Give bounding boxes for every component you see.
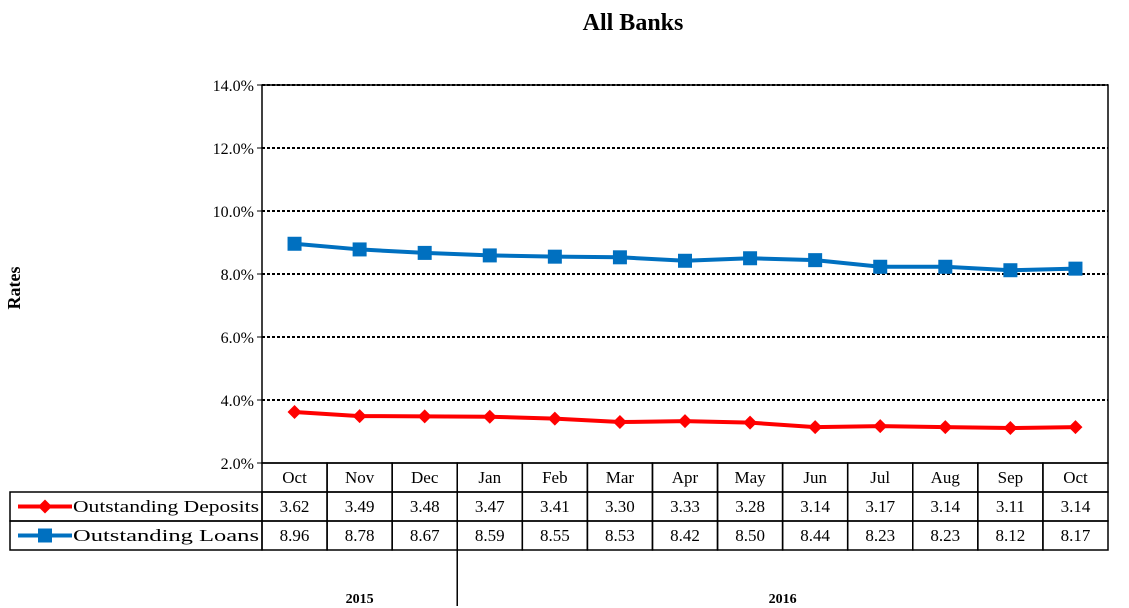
data-point-marker bbox=[743, 251, 758, 266]
category-label: Dec bbox=[411, 468, 439, 487]
data-point-marker bbox=[1068, 261, 1083, 276]
y-tick-label: 8.0% bbox=[221, 267, 254, 284]
data-value-label: 3.28 bbox=[735, 497, 765, 516]
data-value-label: 3.41 bbox=[540, 497, 570, 516]
category-label: Oct bbox=[282, 468, 307, 487]
data-point-marker bbox=[417, 245, 432, 260]
y-tick-label: 4.0% bbox=[221, 393, 254, 410]
table-cell bbox=[1042, 520, 1109, 551]
data-point-marker bbox=[547, 249, 562, 264]
data-point-marker bbox=[1003, 263, 1018, 278]
data-value-label: 8.12 bbox=[996, 526, 1026, 545]
data-value-label: 8.23 bbox=[930, 526, 960, 545]
data-point-marker bbox=[287, 404, 302, 419]
data-value-label: 3.17 bbox=[865, 497, 895, 516]
year-label: 2016 bbox=[769, 592, 797, 607]
category-label: Nov bbox=[345, 468, 375, 487]
data-point-marker bbox=[417, 409, 432, 424]
data-value-label: 8.78 bbox=[345, 526, 375, 545]
series-lines bbox=[287, 236, 1083, 436]
category-label: Apr bbox=[672, 468, 699, 487]
y-tick-label: 12.0% bbox=[213, 141, 254, 158]
data-value-label: 3.62 bbox=[280, 497, 310, 516]
data-value-label: 3.48 bbox=[410, 497, 440, 516]
data-value-label: 3.47 bbox=[475, 497, 505, 516]
data-point-marker bbox=[938, 259, 953, 274]
category-label: May bbox=[734, 468, 766, 487]
y-axis-label: Rates bbox=[4, 267, 24, 310]
series-name: Outstanding Deposits bbox=[73, 497, 259, 516]
category-label: Aug bbox=[931, 468, 961, 487]
chart-title: All Banks bbox=[583, 10, 684, 36]
category-label: Jul bbox=[870, 468, 890, 487]
data-point-marker bbox=[287, 236, 302, 251]
data-value-label: 3.33 bbox=[670, 497, 700, 516]
data-point-marker bbox=[612, 250, 627, 265]
y-tick-label: 6.0% bbox=[221, 330, 254, 347]
data-value-label: 3.30 bbox=[605, 497, 635, 516]
data-value-label: 8.50 bbox=[735, 526, 765, 545]
data-point-marker bbox=[482, 409, 497, 424]
data-value-label: 3.11 bbox=[996, 497, 1025, 516]
y-tick-label: 10.0% bbox=[213, 204, 254, 221]
data-value-label: 3.14 bbox=[930, 497, 960, 516]
data-point-marker bbox=[938, 420, 953, 435]
gridlines bbox=[262, 84, 1108, 401]
data-value-label: 8.59 bbox=[475, 526, 505, 545]
data-point-marker bbox=[1068, 420, 1083, 435]
data-value-label: 8.67 bbox=[410, 526, 440, 545]
data-value-label: 8.96 bbox=[280, 526, 310, 545]
data-value-label: 3.49 bbox=[345, 497, 375, 516]
data-point-marker bbox=[678, 253, 692, 268]
data-value-label: 8.42 bbox=[670, 526, 700, 545]
category-label: Sep bbox=[998, 468, 1024, 487]
data-point-marker bbox=[1003, 421, 1018, 436]
data-value-label: 8.17 bbox=[1061, 526, 1091, 545]
y-tick-labels: 2.0% 4.0% 6.0% 8.0% 10.0% 12.0% 14.0% bbox=[213, 78, 262, 473]
data-point-marker bbox=[678, 414, 692, 429]
data-value-label: 3.14 bbox=[1061, 497, 1091, 516]
category-label: Jun bbox=[803, 468, 827, 487]
year-label: 2015 bbox=[346, 592, 374, 607]
data-point-marker bbox=[547, 411, 562, 426]
data-value-label: 8.44 bbox=[800, 526, 830, 545]
data-point-marker bbox=[352, 409, 367, 424]
category-label: Feb bbox=[542, 468, 568, 487]
data-point-marker bbox=[352, 242, 367, 257]
category-label: Oct bbox=[1063, 468, 1088, 487]
data-value-label: 8.23 bbox=[865, 526, 895, 545]
data-point-marker bbox=[743, 415, 758, 430]
data-point-marker bbox=[482, 248, 497, 263]
legend-marker bbox=[38, 528, 52, 543]
data-value-label: 8.55 bbox=[540, 526, 570, 545]
data-point-marker bbox=[873, 419, 888, 434]
legend-marker bbox=[38, 499, 52, 514]
y-tick-label: 14.0% bbox=[213, 78, 254, 95]
data-point-marker bbox=[612, 415, 627, 430]
y-tick-label: 2.0% bbox=[221, 456, 254, 473]
category-label: Jan bbox=[478, 468, 501, 487]
data-point-marker bbox=[808, 420, 823, 435]
data-table: Oct Nov Dec Jan Feb Mar Apr May Jun Jul Aug Sep Oct O… bbox=[9, 462, 1109, 551]
series-name: Outstanding Loans bbox=[73, 526, 259, 545]
year-labels: 2015 2016 bbox=[346, 550, 797, 607]
data-value-label: 3.14 bbox=[800, 497, 830, 516]
data-value-label: 8.53 bbox=[605, 526, 635, 545]
category-label: Mar bbox=[606, 468, 635, 487]
data-point-marker bbox=[873, 259, 888, 274]
data-point-marker bbox=[808, 253, 823, 268]
